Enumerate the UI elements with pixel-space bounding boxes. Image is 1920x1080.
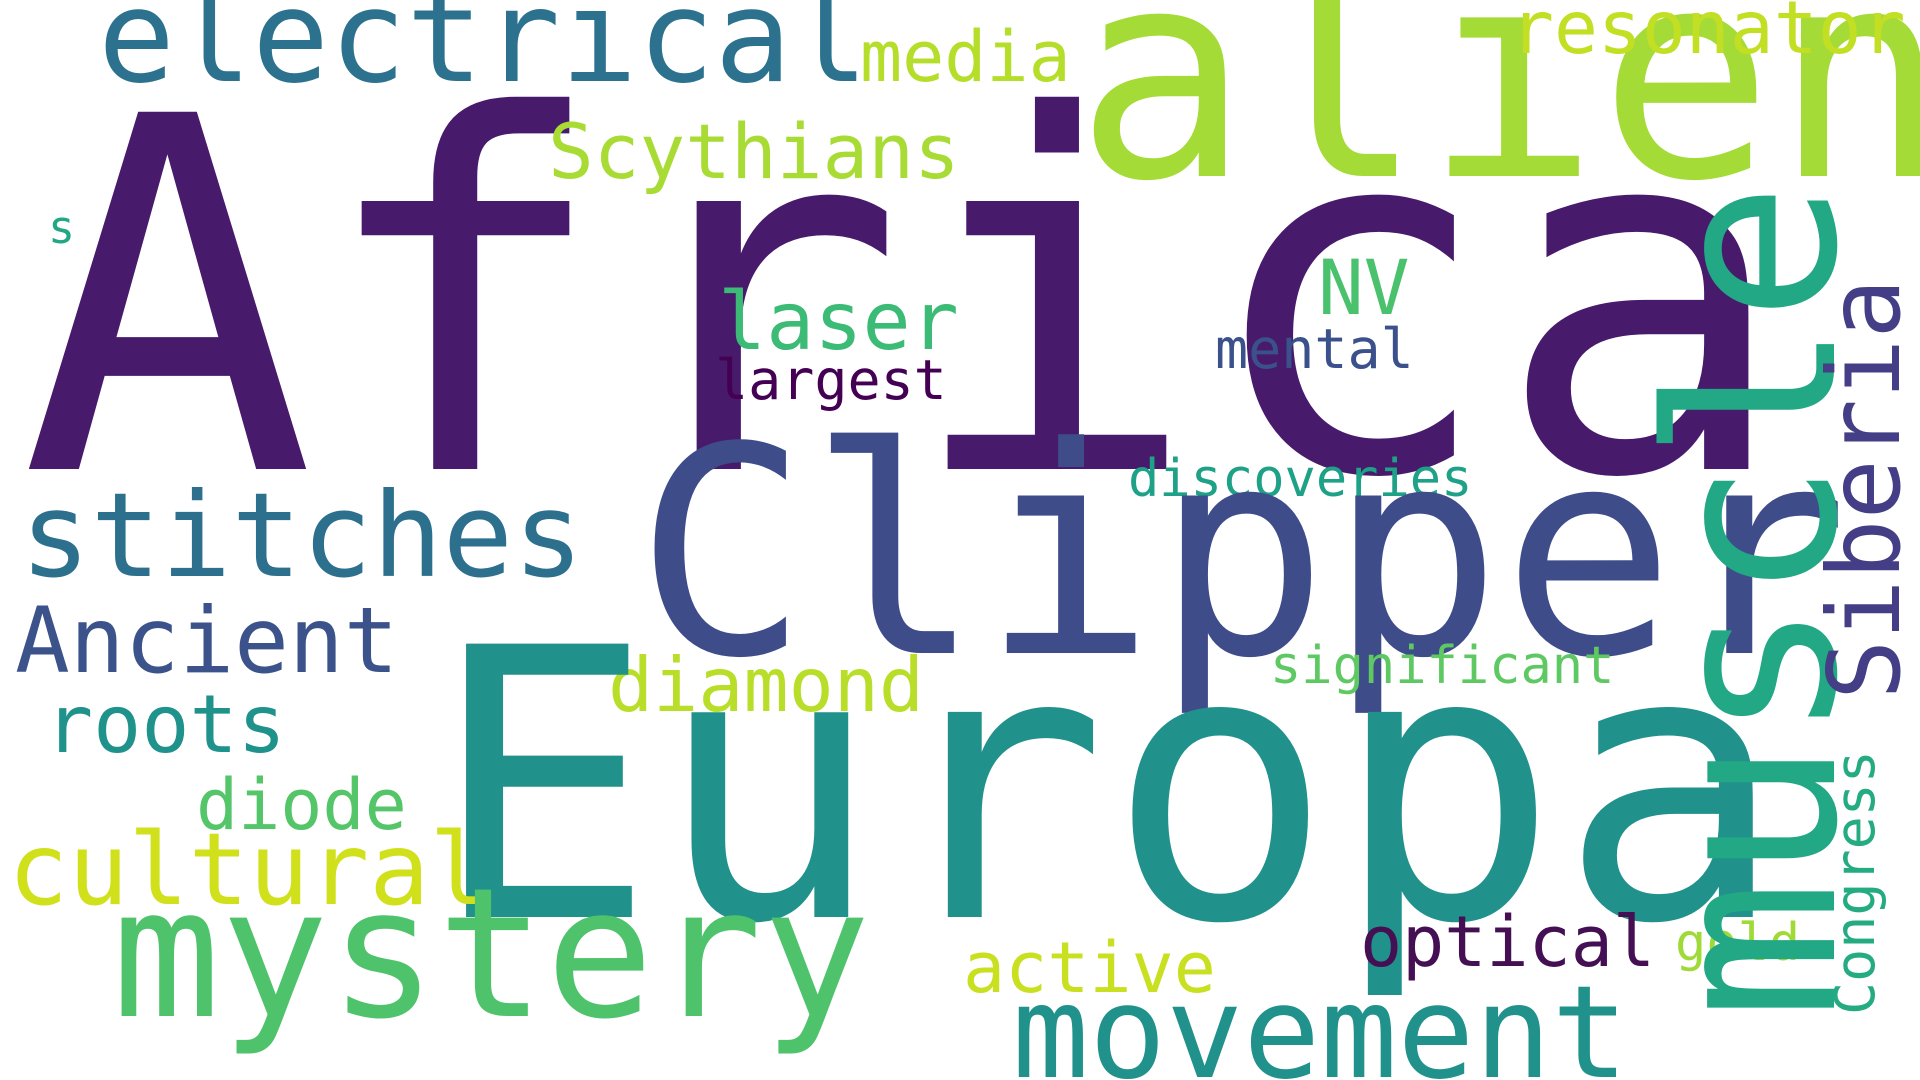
word-europa: Europa <box>430 570 1785 1006</box>
word-significant: significant <box>1270 636 1615 696</box>
word-diode: diode <box>196 764 407 846</box>
word-clipper: Clipper <box>635 386 1849 721</box>
word-congress: Congress <box>1823 750 1887 1015</box>
word-active: active <box>963 927 1216 1009</box>
word-media: media <box>860 16 1071 98</box>
word-electrical: electrical <box>98 0 869 112</box>
word-resonator: resonator <box>1510 0 1906 71</box>
word-stitches: stitches <box>20 467 584 604</box>
word-gold: gold <box>1675 913 1801 973</box>
word-movement: movement <box>1012 959 1629 1080</box>
word-roots: roots <box>45 678 286 771</box>
word-laser: laser <box>718 275 959 368</box>
word-mystery: mystery <box>112 850 871 1059</box>
word-cultural: cultural <box>8 811 490 928</box>
word-nv: NV <box>1318 243 1410 332</box>
word-discoveries: discoveries <box>1128 449 1473 509</box>
word-optical: optical <box>1360 901 1656 983</box>
word-largest: largest <box>715 348 947 412</box>
word-siberia: Siberia <box>1806 278 1920 700</box>
word-scythians: Scythians <box>548 107 960 196</box>
word-alien: alien <box>1075 0 1920 245</box>
word-s: s <box>48 201 76 254</box>
word-ancient: Ancient <box>15 589 399 694</box>
word-mental: mental <box>1215 317 1414 381</box>
word-africa: Africa <box>20 14 1791 585</box>
word-diamond: diamond <box>608 641 925 729</box>
